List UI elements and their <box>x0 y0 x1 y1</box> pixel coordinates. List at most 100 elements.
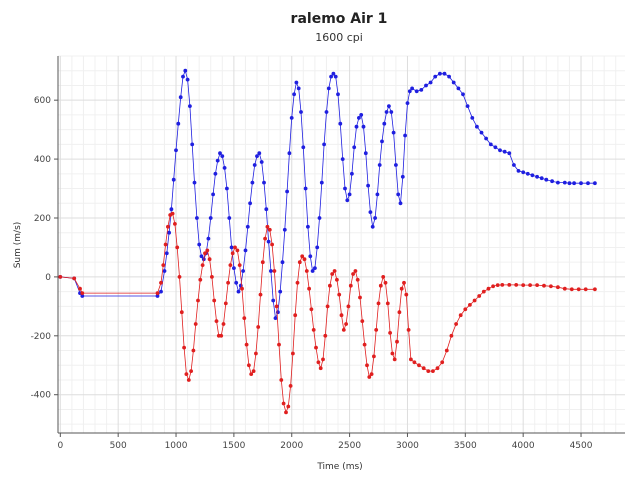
data-point <box>255 154 259 159</box>
data-point <box>292 92 296 97</box>
data-point <box>267 227 272 232</box>
data-point <box>461 92 465 97</box>
data-point <box>498 148 502 153</box>
data-point <box>394 163 398 167</box>
data-point <box>352 145 357 150</box>
data-point <box>233 245 237 250</box>
data-point <box>245 224 250 229</box>
data-point <box>296 86 301 91</box>
data-point <box>500 283 505 287</box>
data-point <box>197 242 202 247</box>
data-point <box>235 248 240 253</box>
data-point <box>192 180 197 185</box>
data-point <box>164 251 169 256</box>
series-1 <box>58 68 597 320</box>
data-point <box>318 366 323 371</box>
data-point <box>360 319 365 323</box>
data-point <box>196 298 200 303</box>
y-tick-label: -400 <box>31 391 52 401</box>
data-point <box>380 139 384 144</box>
y-tick-label: 200 <box>34 214 51 224</box>
data-point <box>428 80 433 85</box>
data-point <box>383 280 388 285</box>
data-point <box>451 80 456 85</box>
data-point <box>389 110 394 114</box>
data-point <box>230 251 235 256</box>
data-point <box>396 192 401 197</box>
data-point <box>189 369 194 373</box>
data-point <box>237 263 242 267</box>
data-point <box>72 276 77 281</box>
data-point <box>370 224 375 229</box>
data-point <box>265 224 270 229</box>
data-point <box>454 322 458 326</box>
data-point <box>273 316 278 320</box>
data-point <box>221 322 226 326</box>
data-point <box>361 124 366 129</box>
data-point <box>449 333 454 338</box>
data-point <box>535 174 539 179</box>
data-point <box>444 348 449 353</box>
data-point <box>302 257 307 262</box>
data-point <box>248 201 253 206</box>
data-point <box>288 384 293 388</box>
data-point <box>301 145 306 150</box>
data-point <box>241 269 246 273</box>
data-point <box>232 266 236 270</box>
data-point <box>286 404 291 409</box>
data-point <box>281 401 286 406</box>
y-tick-labels: -400 -200 0 200 400 600 <box>31 96 58 401</box>
y-tick-label: 0 <box>45 273 51 283</box>
data-point <box>365 363 369 368</box>
data-point <box>395 339 399 344</box>
data-point <box>321 357 325 362</box>
data-point <box>271 298 276 303</box>
data-point <box>270 242 274 247</box>
data-point <box>502 149 507 154</box>
data-point <box>463 307 468 312</box>
data-point <box>212 298 217 303</box>
data-point <box>398 201 403 206</box>
data-point <box>512 163 516 167</box>
data-point <box>404 292 409 297</box>
data-point <box>403 133 407 138</box>
data-point <box>299 110 303 114</box>
x-tick-label: 3000 <box>396 441 419 451</box>
data-point <box>493 145 498 150</box>
x-tick-label: 500 <box>110 441 127 451</box>
data-point <box>316 360 321 365</box>
data-point <box>188 104 192 108</box>
data-point <box>417 363 421 368</box>
data-point <box>304 269 309 273</box>
data-point <box>528 283 532 287</box>
data-point <box>341 328 346 332</box>
data-point <box>388 331 392 335</box>
data-point <box>258 292 263 297</box>
chart-subtitle: 1600 cpi <box>315 31 363 44</box>
data-point <box>234 280 239 285</box>
data-point <box>80 294 85 298</box>
data-point <box>322 142 326 147</box>
data-point <box>567 181 572 186</box>
data-point <box>250 180 255 185</box>
data-point <box>414 89 419 94</box>
data-point <box>340 157 345 162</box>
data-point <box>424 83 428 88</box>
data-point <box>353 269 358 273</box>
data-point <box>262 180 266 185</box>
data-point <box>569 287 574 292</box>
data-point <box>218 151 222 156</box>
data-point <box>306 224 310 229</box>
data-point <box>311 328 316 332</box>
y-tick-label: 400 <box>34 155 51 165</box>
data-point <box>183 68 188 73</box>
data-point <box>161 263 166 267</box>
data-point <box>337 292 342 297</box>
data-point <box>326 86 331 91</box>
data-point <box>205 248 210 253</box>
data-point <box>264 207 269 212</box>
data-point <box>178 95 183 100</box>
data-point <box>385 301 390 306</box>
x-tick-labels: 0 500 1000 1500 2000 2500 3000 3500 4000 4500 <box>57 433 593 451</box>
data-point <box>333 74 338 79</box>
